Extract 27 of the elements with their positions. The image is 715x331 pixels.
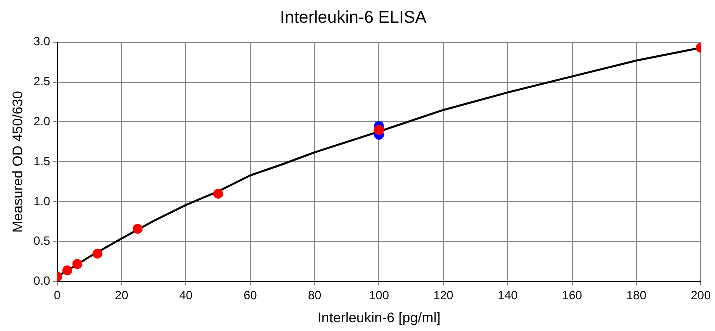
point [72,259,83,270]
point [374,125,384,136]
x-tick-label: 200 [690,288,712,302]
point [62,266,73,276]
x-tick-label: 180 [626,288,647,302]
point [213,189,224,200]
y-tick-label: 0.5 [34,234,51,248]
x-tick-label: 100 [369,288,390,302]
point [92,248,103,259]
y-tick-label: 1.5 [34,154,51,168]
x-tick-label: 20 [115,288,129,302]
x-tick-label: 120 [434,288,454,302]
x-tick-label: 80 [308,288,322,302]
x-tick-label: 0 [54,288,62,302]
y-tick-label: 1.0 [34,194,51,208]
x-tick-label: 140 [498,288,518,302]
y-tick-label: 2.0 [34,114,51,129]
x-tick-label: 60 [244,288,258,302]
y-tick-label: 0.0 [34,274,51,288]
y-axis-title: Measured OD 450/630 [9,91,26,233]
x-axis-title: Interleukin-6 [pg/ml] [318,309,441,326]
y-tick-label: 3.0 [34,34,51,49]
chart-title: Interleukin-6 ELISA [280,8,428,27]
x-tick-label: 160 [562,288,583,302]
y-tick-label: 2.5 [34,74,51,89]
x-tick-label: 40 [180,288,194,302]
point [132,224,143,234]
